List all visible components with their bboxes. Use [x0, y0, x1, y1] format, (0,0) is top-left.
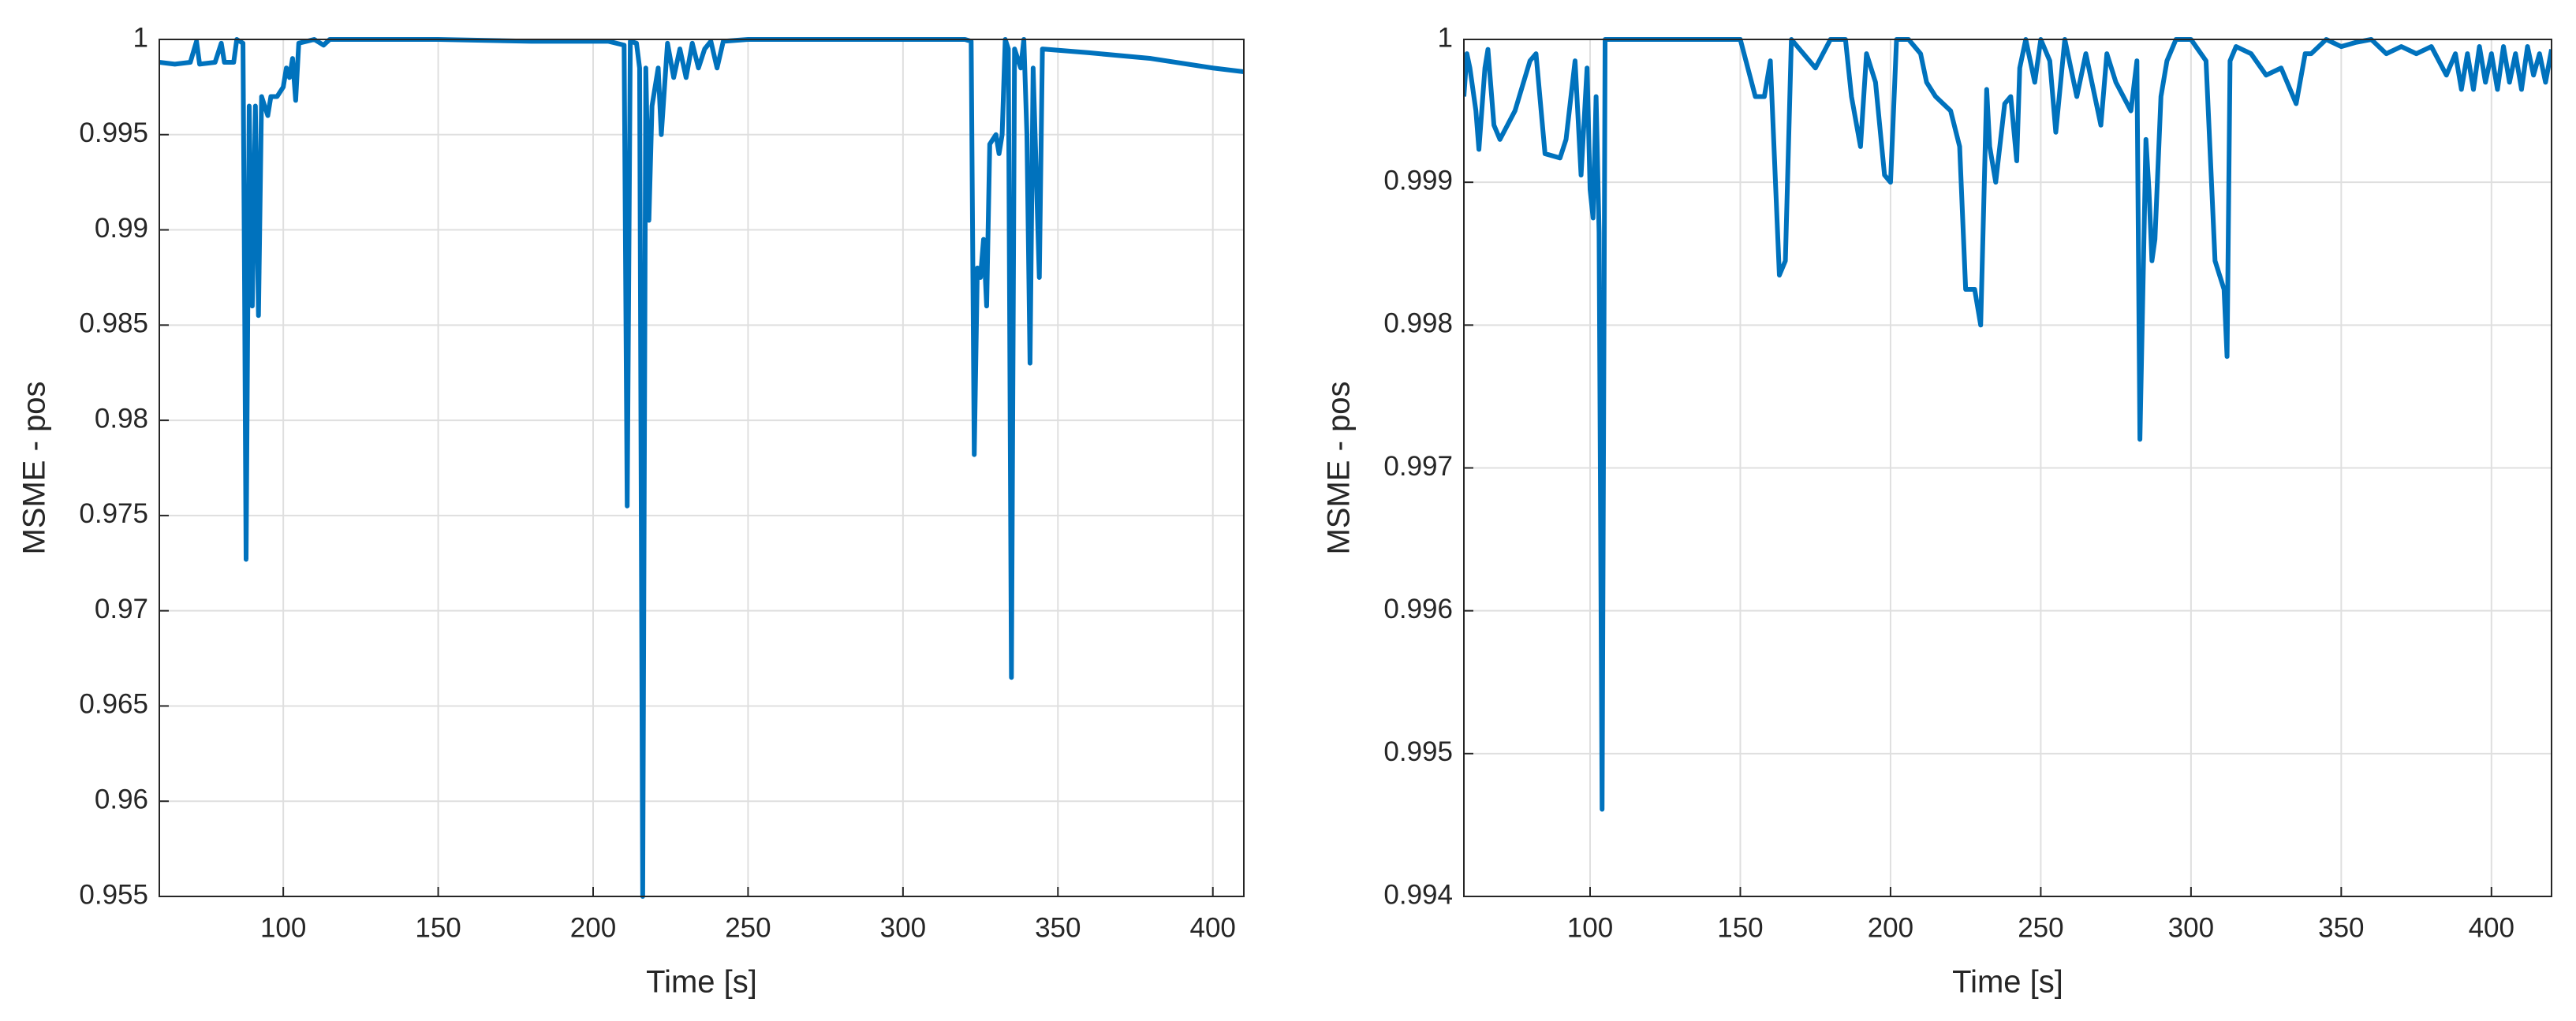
y-axis-label: MSME - pos: [17, 381, 52, 554]
y-tick-label: 1: [133, 22, 148, 53]
y-tick-label: 0.996: [1383, 594, 1453, 624]
y-tick-label: 0.995: [79, 117, 148, 148]
plot-area: [159, 39, 1244, 896]
y-tick-label: 0.985: [79, 308, 148, 339]
x-tick-label: 200: [1868, 912, 1913, 943]
y-tick-label: 0.997: [1383, 451, 1453, 482]
y-tick-label: 0.994: [1383, 879, 1453, 910]
x-tick-label: 400: [2469, 912, 2514, 943]
x-axis-label: Time [s]: [646, 965, 757, 1000]
x-tick-label: 100: [1567, 912, 1613, 943]
y-axis-label: MSME - pos: [1322, 381, 1357, 554]
x-tick-label: 300: [880, 912, 926, 943]
y-tick-label: 0.96: [95, 784, 148, 814]
y-tick-label: 0.97: [95, 594, 148, 624]
y-tick-label: 0.98: [95, 403, 148, 434]
y-tick-label: 0.965: [79, 689, 148, 720]
x-axis-label: Time [s]: [1952, 965, 2063, 1000]
y-tick-label: 0.99: [95, 213, 148, 244]
plot: 0.994 0.995 0.996 0.997 0.998 0.999 1 100 150 200…: [1322, 22, 2552, 1000]
y-tick-label: 1: [1438, 22, 1453, 53]
x-tick-label: 350: [2318, 912, 2364, 943]
axes-box: [159, 39, 1245, 897]
axes-box: [1463, 39, 2552, 897]
x-tick-label: 250: [725, 912, 771, 943]
data-line: [159, 37, 1244, 899]
x-tick-label: 150: [415, 912, 461, 943]
x-tick-label: 250: [2018, 912, 2063, 943]
x-tick-label: 200: [570, 912, 616, 943]
y-tick-label: 0.975: [79, 498, 148, 529]
y-tick-label: 0.995: [1383, 736, 1453, 767]
x-tick-label: 300: [2168, 912, 2214, 943]
x-tick-label: 400: [1190, 912, 1236, 943]
y-tick-label: 0.999: [1383, 165, 1453, 196]
y-tick-label: 0.998: [1383, 308, 1453, 339]
x-tick-label: 150: [1717, 912, 1763, 943]
x-tick-label: 100: [260, 912, 306, 943]
y-tick-label: 0.955: [79, 879, 148, 910]
plot: 0.955 0.96 0.965 0.97 0.975 0.98 0.985 0.99 0.99…: [17, 22, 1245, 1000]
x-tick-label: 350: [1035, 912, 1081, 943]
